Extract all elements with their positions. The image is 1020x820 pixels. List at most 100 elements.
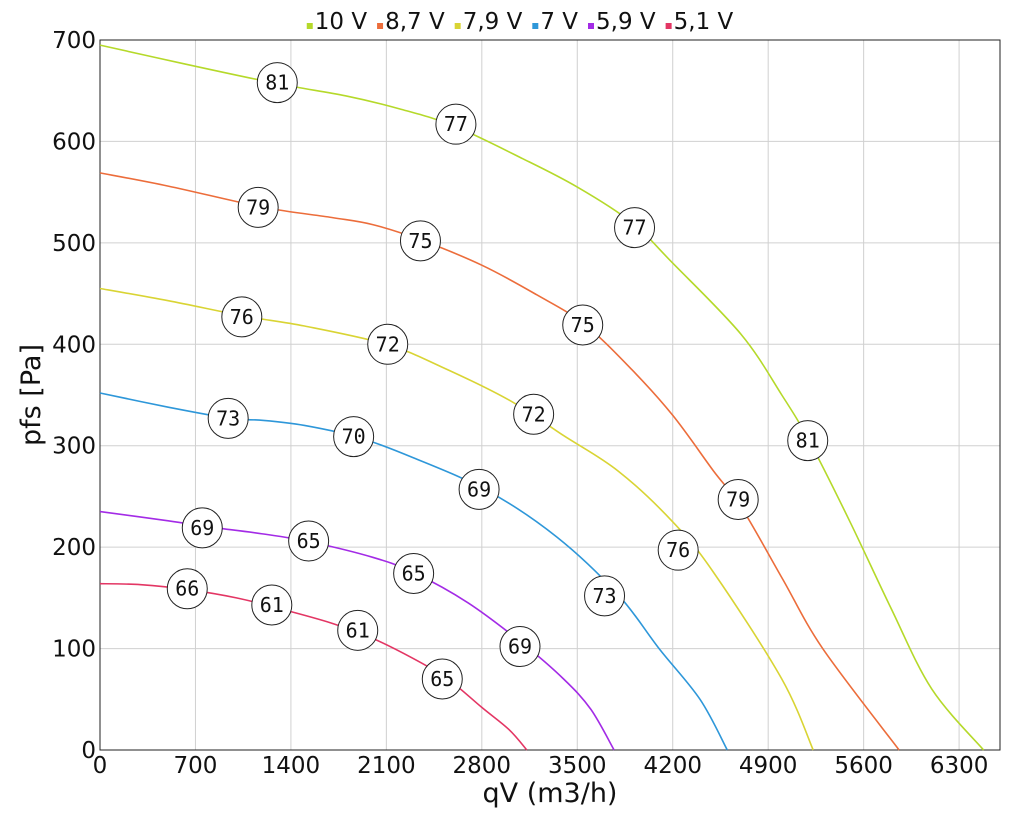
data-label-text: 72 <box>376 332 400 356</box>
y-tick-label: 300 <box>52 434 96 460</box>
legend[interactable]: 10 V 8,7 V 7,9 V 7 V 5,9 V 5,1 V <box>306 9 734 35</box>
x-tick-label: 3500 <box>548 753 607 779</box>
data-label-text: 81 <box>796 429 820 453</box>
data-label-badge: 69 <box>458 468 500 510</box>
x-tick-label: 2800 <box>453 753 512 779</box>
data-label-circle <box>251 584 293 626</box>
legend-item[interactable]: 5,9 V <box>588 9 656 35</box>
data-label-text: 73 <box>592 584 616 608</box>
data-label-badge: 75 <box>562 304 604 346</box>
data-label-badge: 66 <box>166 568 208 610</box>
data-label-badge: 75 <box>399 220 441 262</box>
data-label-text: 69 <box>467 477 491 501</box>
data-label-text: 69 <box>508 635 532 659</box>
data-label-badge: 79 <box>237 186 279 228</box>
data-label-text: 65 <box>297 529 321 553</box>
data-label-text: 75 <box>571 313 595 337</box>
data-label-badge: 81 <box>787 420 829 462</box>
legend-swatch <box>588 23 594 29</box>
y-tick-label: 200 <box>52 535 96 561</box>
data-label-circle <box>421 658 463 700</box>
data-label-text: 61 <box>346 618 370 642</box>
data-label-circle <box>717 478 759 520</box>
plot-area <box>99 39 1001 751</box>
data-label-circle <box>237 186 279 228</box>
data-label-circle <box>288 520 330 562</box>
y-axis-ticks: 0 100 200 300 400 500 600 700 <box>52 28 96 764</box>
data-label-circle <box>181 507 223 549</box>
data-label-circle <box>256 62 298 104</box>
data-label-badge: 72 <box>513 393 555 435</box>
legend-swatch <box>306 23 313 29</box>
legend-item[interactable]: 7,9 V <box>454 9 523 35</box>
legend-label: 7 V <box>540 9 578 35</box>
legend-swatch <box>454 23 461 29</box>
grid <box>99 39 1000 751</box>
data-label-text: 76 <box>666 538 690 562</box>
x-axis-ticks: 0 700 1400 2100 2800 3500 4200 4900 5600 6300 <box>93 753 989 779</box>
data-label-badge: 76 <box>657 529 699 571</box>
data-label-badge: 77 <box>435 103 477 145</box>
data-label-circle <box>333 416 375 458</box>
data-label-text: 72 <box>522 402 546 426</box>
y-tick-label: 500 <box>52 231 96 257</box>
legend-label: 10 V <box>315 9 368 35</box>
data-label-badge: 61 <box>251 584 293 626</box>
data-label-badge: 70 <box>333 416 375 458</box>
x-tick-label: 700 <box>174 753 218 779</box>
data-label-text: 75 <box>408 229 432 253</box>
data-label-badge: 73 <box>584 575 626 617</box>
legend-swatch <box>377 23 384 29</box>
x-tick-label: 4900 <box>739 753 798 779</box>
y-axis-title: pfs [Pa] <box>16 344 47 446</box>
data-label-badge: 65 <box>288 520 330 562</box>
data-label-badge: 69 <box>181 507 223 549</box>
data-label-badge: 73 <box>207 397 249 439</box>
data-label-text: 65 <box>402 562 426 586</box>
y-tick-label: 0 <box>81 738 96 764</box>
data-labels: 81 77 77 81 79 75 75 79 76 72 72 76 73 70 69 73 69 65 65 69… <box>166 62 829 700</box>
x-tick-label: 4200 <box>643 753 702 779</box>
data-label-badge: 72 <box>367 323 409 365</box>
data-label-text: 79 <box>246 195 270 219</box>
legend-label: 5,9 V <box>596 9 656 35</box>
x-tick-label: 0 <box>93 753 108 779</box>
data-label-text: 77 <box>444 112 468 136</box>
series-line <box>99 582 528 751</box>
x-tick-label: 6300 <box>930 753 989 779</box>
legend-item[interactable]: 7 V <box>532 9 578 35</box>
data-label-badge: 65 <box>421 658 463 700</box>
y-tick-label: 100 <box>52 637 96 663</box>
data-label-circle <box>499 626 541 668</box>
data-label-text: 65 <box>430 667 454 691</box>
data-label-circle <box>166 568 208 610</box>
x-axis-title: qV (m3/h) <box>483 778 618 809</box>
legend-item[interactable]: 5,1 V <box>665 9 734 35</box>
data-label-circle <box>207 397 249 439</box>
data-label-text: 66 <box>175 577 199 601</box>
y-tick-label: 600 <box>52 129 96 155</box>
y-tick-label: 400 <box>52 332 96 358</box>
data-label-circle <box>367 323 409 365</box>
data-label-circle <box>399 220 441 262</box>
data-label-circle <box>614 207 656 249</box>
x-tick-label: 1400 <box>262 753 321 779</box>
legend-item[interactable]: 10 V <box>306 9 368 35</box>
legend-item[interactable]: 8,7 V <box>377 9 445 35</box>
data-label-circle <box>435 103 477 145</box>
data-label-circle <box>393 553 435 595</box>
legend-swatch <box>532 23 539 29</box>
data-label-circle <box>657 529 699 571</box>
x-tick-label: 5600 <box>834 753 893 779</box>
y-tick-label: 700 <box>52 28 96 54</box>
series-line <box>99 172 900 751</box>
data-label-circle <box>513 393 555 435</box>
data-label-text: 73 <box>216 406 240 430</box>
data-label-text: 61 <box>260 593 284 617</box>
data-label-badge: 79 <box>717 478 759 520</box>
data-label-circle <box>337 609 379 651</box>
data-label-badge: 61 <box>337 609 379 651</box>
data-label-text: 70 <box>342 425 366 449</box>
data-label-badge: 76 <box>221 296 263 338</box>
